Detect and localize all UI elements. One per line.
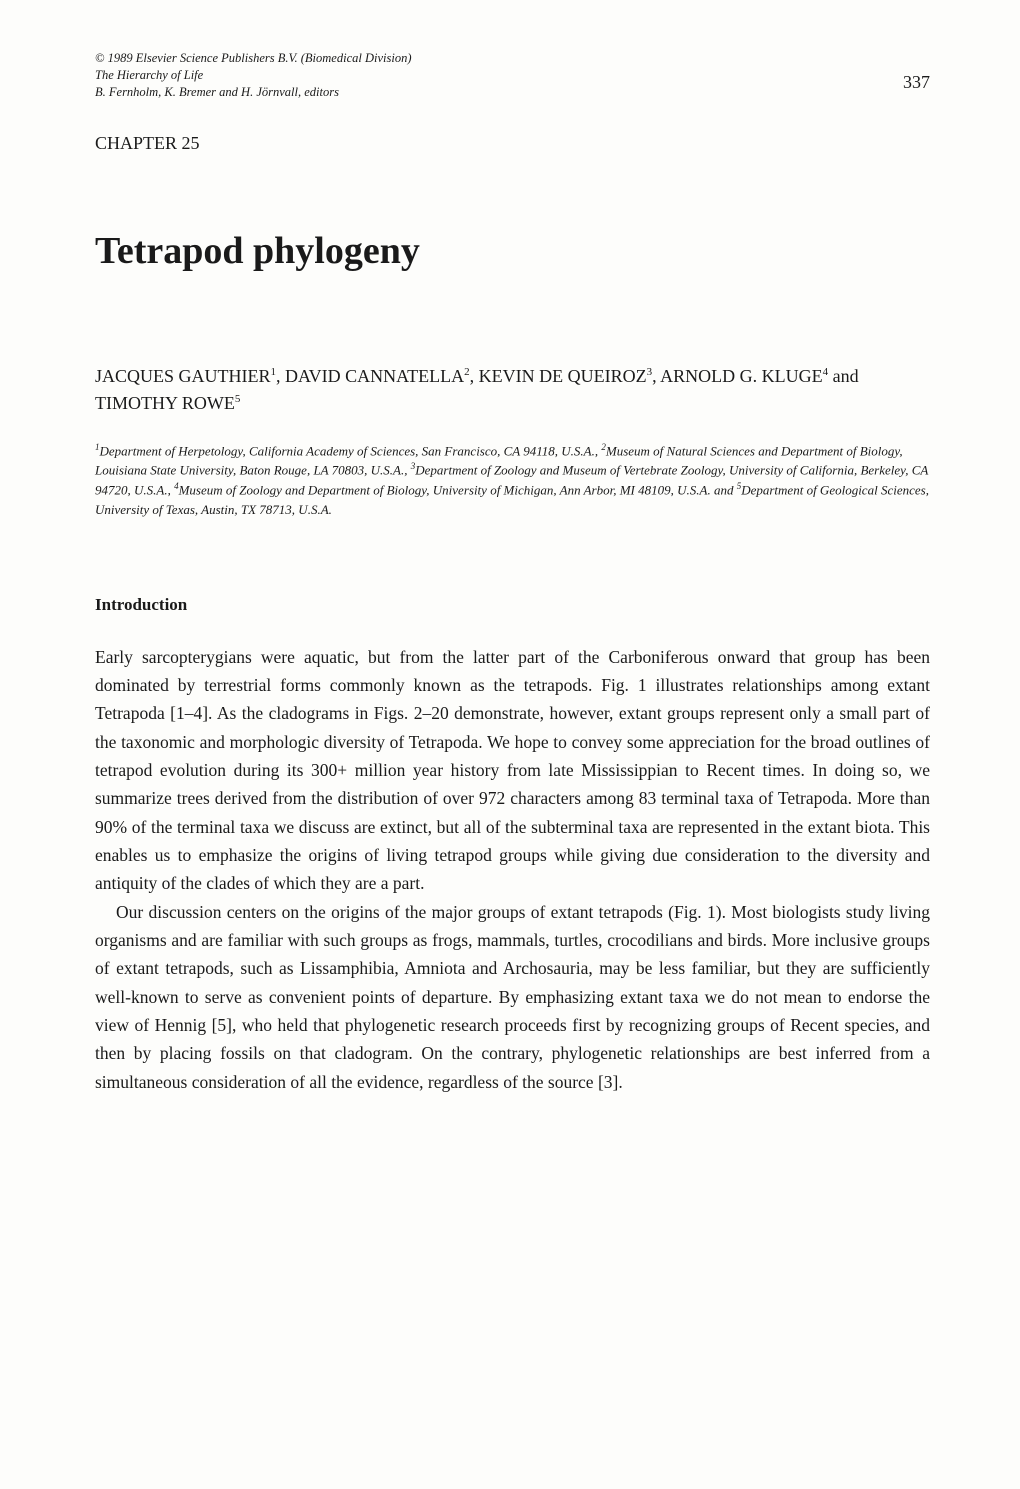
- author-5-sup: 5: [235, 393, 241, 405]
- author-4: , ARNOLD G. KLUGE: [652, 366, 823, 386]
- copyright-line: © 1989 Elsevier Science Publishers B.V. …: [95, 50, 930, 67]
- affiliations: 1Department of Herpetology, California A…: [95, 441, 930, 520]
- chapter-label: CHAPTER 25: [95, 133, 930, 154]
- page-number: 337: [903, 72, 930, 93]
- author-3: , KEVIN DE QUEIROZ: [470, 366, 647, 386]
- chapter-title: Tetrapod phylogeny: [95, 229, 930, 273]
- affil-text-1: Department of Herpetology, California Ac…: [100, 443, 602, 458]
- author-1: JACQUES GAUTHIER: [95, 366, 271, 386]
- body-paragraph-1: Early sarcopterygians were aquatic, but …: [95, 643, 930, 898]
- editors-line: B. Fernholm, K. Bremer and H. Jörnvall, …: [95, 84, 930, 101]
- authors-line: JACQUES GAUTHIER1, DAVID CANNATELLA2, KE…: [95, 363, 930, 417]
- affil-text-4: Museum of Zoology and Department of Biol…: [179, 483, 737, 498]
- body-paragraph-2: Our discussion centers on the origins of…: [95, 898, 930, 1096]
- publication-header: © 1989 Elsevier Science Publishers B.V. …: [95, 50, 930, 101]
- book-title-line: The Hierarchy of Life: [95, 67, 930, 84]
- section-heading-introduction: Introduction: [95, 595, 930, 615]
- author-2: , DAVID CANNATELLA: [276, 366, 464, 386]
